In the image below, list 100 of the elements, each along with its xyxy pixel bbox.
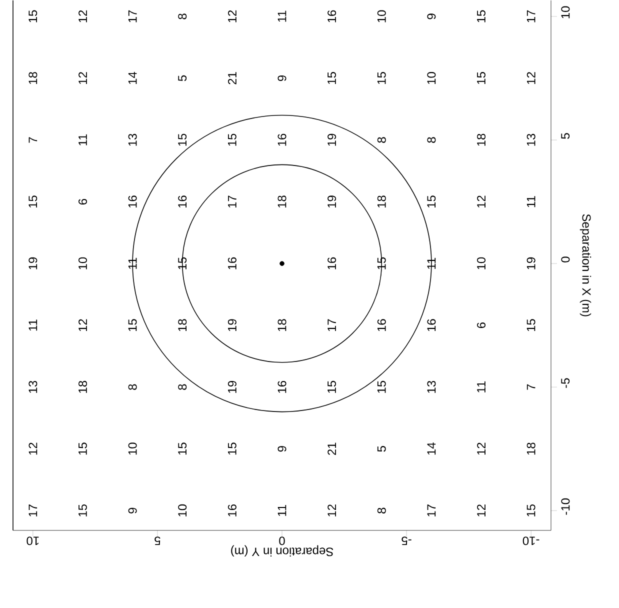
x-tick-label: 10: [26, 536, 39, 545]
data-label: 18: [28, 72, 38, 84]
data-label: 15: [228, 442, 236, 454]
data-label: 7: [28, 137, 38, 143]
data-label: 18: [78, 380, 87, 393]
y-axis-title: Separation in X (m): [580, 214, 592, 316]
data-label: 17: [526, 10, 536, 22]
data-label: 18: [377, 195, 386, 208]
data-label: 13: [28, 380, 38, 393]
data-label: 16: [328, 10, 336, 22]
data-label: 15: [328, 380, 336, 393]
data-label: 15: [377, 380, 386, 393]
data-label: 19: [328, 195, 336, 208]
data-label: 16: [228, 257, 236, 270]
data-label: 12: [78, 319, 87, 331]
data-label: 15: [28, 195, 38, 208]
data-label: 17: [28, 504, 38, 516]
data-label: 21: [228, 72, 236, 84]
data-label: 8: [128, 384, 137, 390]
data-label: 11: [128, 258, 137, 269]
data-label: 9: [278, 446, 286, 452]
data-label: 12: [477, 504, 486, 516]
data-label: 12: [228, 10, 236, 22]
data-label: 17: [427, 504, 436, 516]
data-label: 12: [477, 442, 486, 454]
data-label: 14: [427, 442, 436, 454]
data-label: 6: [477, 322, 486, 328]
data-label: 12: [78, 10, 87, 22]
x-tick-label: 5: [154, 536, 160, 545]
data-label: 11: [278, 10, 286, 22]
x-axis-title: Separation in Y (m): [231, 545, 334, 556]
data-label: 15: [328, 72, 336, 84]
data-label: 11: [28, 319, 38, 330]
data-label: 15: [178, 442, 187, 454]
data-label: 16: [328, 257, 336, 270]
data-label: 18: [477, 134, 486, 146]
data-label: 13: [427, 380, 436, 393]
data-label: 15: [377, 257, 386, 270]
data-label: 11: [427, 258, 436, 269]
data-label: 15: [178, 257, 187, 270]
data-label: 15: [526, 318, 536, 331]
data-label: 12: [477, 196, 486, 208]
data-label: 10: [78, 257, 87, 270]
data-label: 16: [427, 318, 436, 331]
data-label: 7: [526, 384, 536, 390]
data-label: 8: [427, 136, 436, 143]
data-label: 19: [28, 257, 38, 270]
data-label: 16: [278, 380, 286, 393]
data-label: 11: [526, 196, 536, 207]
data-label: 15: [78, 442, 87, 454]
data-label: 10: [477, 257, 486, 270]
data-label: 15: [128, 318, 137, 331]
data-label: 12: [28, 442, 38, 454]
data-label: 18: [278, 195, 286, 208]
data-label: 15: [78, 504, 87, 516]
data-label: 15: [28, 10, 38, 22]
x-tick-label: 0: [279, 536, 285, 545]
data-label: 18: [278, 318, 286, 331]
data-label: 15: [477, 10, 486, 22]
data-label: 10: [178, 504, 187, 516]
data-label: 12: [328, 504, 336, 516]
data-label: 15: [427, 195, 436, 208]
data-label: 19: [526, 257, 536, 270]
data-label: 15: [228, 134, 236, 146]
data-label: 21: [328, 442, 336, 455]
y-tick-label: 5: [561, 132, 570, 139]
data-label: 6: [78, 198, 87, 204]
x-tick-label: -10: [522, 536, 540, 545]
data-label: 19: [328, 134, 336, 146]
data-label: 9: [427, 13, 436, 20]
data-label: 11: [78, 134, 87, 146]
y-tick-label: 0: [561, 256, 570, 262]
data-label: 17: [128, 10, 137, 22]
y-tick-label: -5: [561, 378, 570, 388]
data-label: 16: [228, 504, 236, 516]
x-tick-label: -5: [402, 536, 412, 545]
data-label: 8: [178, 13, 187, 20]
data-label: 17: [228, 196, 236, 208]
data-label: 14: [128, 72, 137, 84]
data-label: 9: [128, 508, 137, 514]
data-label: 10: [427, 72, 436, 84]
data-label: 15: [377, 72, 386, 84]
data-label: 18: [178, 318, 187, 331]
data-label: 15: [477, 72, 486, 84]
data-label: 17: [328, 319, 336, 331]
data-label: 12: [526, 72, 536, 84]
data-label: 13: [526, 134, 536, 146]
data-label: 9: [278, 75, 286, 81]
data-label: 10: [128, 442, 137, 454]
data-label: 8: [178, 384, 187, 390]
data-label: 15: [178, 134, 187, 146]
data-label: 8: [377, 136, 386, 143]
data-label: 16: [278, 134, 286, 146]
y-tick-label: -10: [561, 498, 570, 515]
data-label: 8: [377, 508, 386, 514]
y-tick-label: 10: [561, 6, 570, 18]
data-label: 19: [228, 319, 236, 331]
data-label: 5: [377, 446, 386, 452]
data-label: 5: [178, 75, 187, 81]
data-label: 19: [228, 380, 236, 393]
